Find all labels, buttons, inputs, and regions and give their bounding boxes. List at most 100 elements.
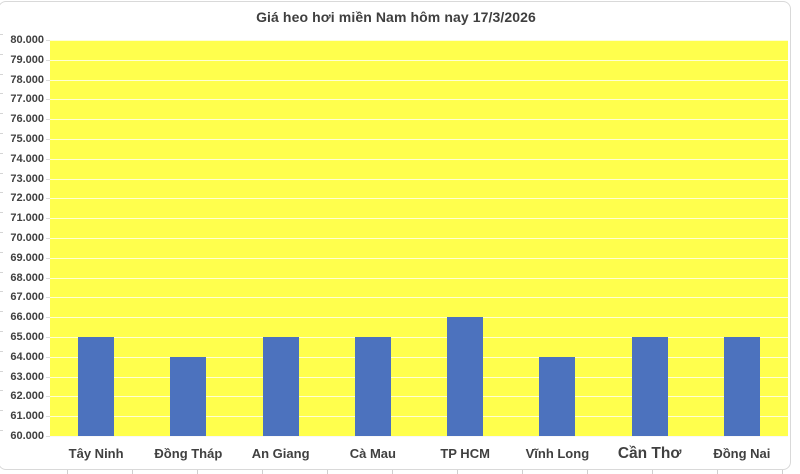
gridline: [50, 297, 788, 299]
plot-area: [50, 40, 788, 437]
worksheet-row-line: [0, 73, 3, 75]
y-axis-tick-mark: [46, 218, 50, 220]
worksheet-row-line: [0, 93, 3, 95]
gridline: [50, 257, 788, 259]
bar-đồng-nai: [723, 337, 760, 436]
gridline: [50, 277, 788, 279]
worksheet-column-line: [782, 470, 783, 474]
worksheet-column-line: [197, 470, 198, 474]
worksheet-row-line: [0, 390, 3, 392]
worksheet-row-line: [0, 212, 3, 214]
worksheet-row-line: [0, 331, 3, 332]
x-axis-label-an-giang: An Giang: [251, 446, 310, 461]
gridline: [50, 119, 788, 121]
worksheet-column-line: [392, 470, 393, 474]
gridline: [50, 59, 788, 61]
y-axis-tick-mark: [46, 79, 50, 81]
y-axis-tick-label: 64.000: [10, 350, 44, 363]
worksheet-row-line: [0, 350, 3, 352]
y-axis-tick-mark: [46, 198, 50, 200]
bar-an-giang: [262, 337, 299, 436]
y-axis-tick-label: 67.000: [10, 291, 44, 304]
y-axis-tick-label: 78.000: [10, 73, 44, 86]
y-axis-tick-label: 70.000: [10, 232, 44, 244]
y-axis-tick-mark: [46, 436, 50, 437]
y-axis-tick-mark: [46, 277, 50, 279]
worksheet-column-line: [457, 470, 458, 474]
worksheet-column-line: [522, 470, 523, 474]
bar-tp-hcm: [447, 317, 484, 436]
y-axis-tick-label: 73.000: [10, 172, 44, 185]
y-axis-tick-mark: [46, 356, 50, 358]
y-axis-tick-label: 71.000: [10, 212, 44, 225]
worksheet-row-line: [0, 430, 3, 431]
gridline: [50, 178, 788, 180]
x-axis-label-cần-thơ: Cần Thơ: [617, 445, 682, 462]
y-axis-tick-label: 63.000: [10, 370, 44, 383]
gridline: [50, 436, 788, 437]
worksheet-row-line: [0, 251, 3, 253]
y-axis-tick-mark: [46, 59, 50, 61]
gridline: [50, 79, 788, 81]
y-axis-tick-mark: [46, 178, 50, 180]
worksheet-column-line: [717, 470, 718, 474]
chart-title: Giá heo hơi miền Nam hôm nay 17/3/2026: [256, 9, 536, 25]
worksheet-row-line: [0, 172, 3, 174]
worksheet-column-line: [652, 470, 653, 474]
y-axis-tick-mark: [46, 158, 50, 160]
y-axis-tick-mark: [46, 238, 50, 239]
y-axis-tick-label: 74.000: [10, 152, 44, 165]
gridline: [50, 337, 788, 338]
y-axis-tick-label: 75.000: [10, 133, 44, 145]
gridline: [50, 238, 788, 239]
worksheet-row-line: [0, 232, 3, 233]
gridline: [50, 158, 788, 160]
worksheet-row-line: [0, 133, 3, 134]
y-axis-tick-label: 61.000: [10, 410, 44, 423]
gridline: [50, 356, 788, 358]
gridline: [50, 376, 788, 378]
gridline: [50, 396, 788, 398]
y-axis-tick-mark: [46, 139, 50, 140]
y-axis-tick-label: 62.000: [10, 390, 44, 403]
worksheet-row-line: [0, 370, 3, 372]
gridline: [50, 218, 788, 220]
y-axis-tick-mark: [46, 337, 50, 338]
y-axis-tick-mark: [46, 119, 50, 121]
bar-đồng-tháp: [170, 356, 207, 436]
worksheet-row-line: [0, 192, 3, 194]
worksheet-row-line: [0, 53, 3, 55]
y-axis-tick-mark: [46, 416, 50, 418]
y-axis-tick-mark: [46, 317, 50, 319]
bar-cần-thơ: [631, 337, 668, 436]
y-axis-tick-label: 76.000: [10, 113, 44, 126]
y-axis-tick-label: 80.000: [10, 34, 44, 46]
y-axis-tick-label: 69.000: [10, 251, 44, 264]
y-axis-tick-label: 66.000: [10, 311, 44, 324]
x-axis-label-cà-mau: Cà Mau: [349, 446, 396, 461]
worksheet-row-line: [0, 271, 3, 273]
gridline: [50, 416, 788, 418]
x-axis-label-vĩnh-long: Vĩnh Long: [525, 446, 590, 461]
bar-cà-mau: [354, 337, 391, 436]
bar-vĩnh-long: [539, 356, 576, 436]
gridline: [50, 99, 788, 101]
gridline: [50, 198, 788, 200]
y-axis-tick-label: 77.000: [10, 93, 44, 106]
y-axis-tick-mark: [46, 297, 50, 299]
x-axis-label-tp-hcm: TP HCM: [440, 446, 490, 461]
worksheet-row-line: [0, 311, 3, 313]
worksheet-column-line: [262, 470, 263, 474]
worksheet-row-line: [0, 291, 3, 293]
worksheet-row-line: [0, 410, 3, 412]
worksheet-column-line: [132, 470, 133, 474]
worksheet-row-line: [0, 152, 3, 154]
x-axis-label-tây-ninh: Tây Ninh: [68, 446, 124, 461]
gridline: [50, 317, 788, 319]
x-axis-label-đồng-tháp: Đồng Tháp: [154, 446, 223, 461]
y-axis-tick-mark: [46, 40, 50, 41]
worksheet-row-line: [0, 113, 3, 115]
bar-tây-ninh: [78, 337, 115, 436]
y-axis-tick-label: 60.000: [10, 430, 44, 442]
